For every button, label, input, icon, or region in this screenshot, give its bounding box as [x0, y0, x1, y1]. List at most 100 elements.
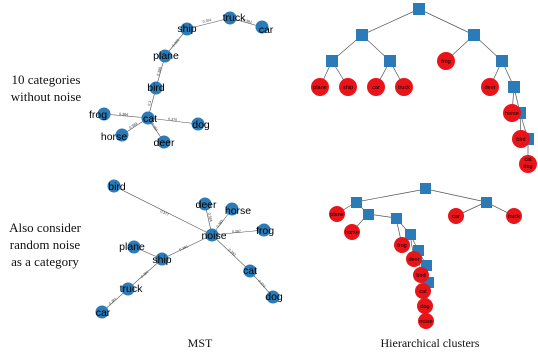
mst-top-edge-weight: 0.391 [202, 18, 212, 24]
row-label-bottom-line2: random noise [9, 237, 81, 252]
mst-bottom-edge-weight: 0.370 [257, 279, 266, 288]
hier-top-leaf-label: car [372, 85, 380, 91]
mst-top-edge-weight: 0.3 [147, 100, 152, 106]
mst-bottom-label-frog: frog [256, 225, 274, 237]
hier-top-leaf-ship [339, 78, 357, 96]
mst-bottom-node-plane [127, 240, 141, 254]
hier-bottom-leaf-car [448, 208, 464, 224]
mst-top-edge [186, 17, 231, 30]
hier-bottom-leaf-label: cat [419, 289, 427, 295]
hier-bottom-internal-node [423, 277, 434, 288]
hier-bottom-internal-node [351, 197, 362, 208]
row-label-bottom: Also consider random noise as a category [0, 219, 90, 270]
hier-bottom-leaf-label: bird [416, 273, 425, 279]
mst-bottom-edge-weight: 0.382 [232, 229, 241, 234]
mst-top-edge [103, 113, 149, 119]
mst-top-label-car: car [259, 24, 274, 36]
hier-top-internal-node [508, 81, 520, 93]
hier-bottom-leaf-label: frog [397, 243, 406, 249]
hier-top-leaf-car [367, 78, 385, 96]
mst-bottom-node-horse [225, 202, 239, 216]
mst-bottom-label-horse: horse [225, 205, 251, 217]
mst-bottom-label-plane: plane [119, 241, 145, 253]
hier-top-leaf-cat [519, 155, 537, 173]
column-label-hierarchical: Hierarchical clusters [380, 336, 480, 350]
mst-top-edge-weight: 0.391 [172, 38, 181, 48]
mst-bottom-edge [127, 258, 163, 290]
hier-bottom-leaf-plane [329, 206, 345, 222]
mst-top-node-cat [141, 111, 155, 125]
hier-bottom-leaf-bird [413, 267, 429, 283]
mst-top-edge-weight: 0.384 [119, 112, 128, 117]
mst-top-edge-weight: 0.386 [156, 67, 162, 77]
mst-bottom-label-dog: dog [265, 291, 283, 303]
mst-top-node-car [255, 20, 269, 34]
mst-bottom-label-deer: deer [195, 199, 217, 211]
hier-bottom-internal-node [413, 245, 424, 256]
row-label-top: 10 categories without noise [2, 71, 90, 105]
mst-bottom-node-cat [243, 264, 257, 278]
mst-top-label-plane: plane [153, 50, 179, 62]
row-label-bottom-line1: Also consider [9, 220, 81, 235]
hier-bottom-leaf-label: dog [420, 304, 429, 310]
hier-bottom-leaf-frog [394, 237, 410, 253]
mst-top-label-horse: horse [101, 131, 127, 143]
mst-bottom-edge [113, 185, 213, 236]
hier-bottom-leaf-horse [344, 224, 360, 240]
mst-top-edge-weight: 0.381 [243, 18, 253, 24]
hier-bottom-leaf-noise [418, 313, 434, 329]
hier-top-leaf-frog [437, 52, 455, 70]
hier-top-leaf-horse [503, 104, 521, 122]
hier-top-internal-node [384, 55, 396, 67]
mst-top-label-bird: bird [147, 82, 165, 94]
mst-bottom-node-bird [107, 179, 121, 193]
row-label-bottom-line3: as a category [11, 254, 79, 269]
mst-top-edge [147, 117, 199, 125]
mst-bottom-label-truck: truck [120, 283, 144, 295]
hier-bottom-leaf-deer [406, 251, 422, 267]
hier-bottom-internal-node [363, 209, 374, 220]
mst-bottom-node-deer [198, 197, 212, 211]
mst-bottom-edge-weight: 0.381 [140, 270, 149, 279]
mst-bottom-edge-weight: 0.381 [108, 297, 117, 306]
mst-top-node-truck [223, 11, 237, 25]
hier-top-leaf-label: dog [523, 164, 532, 170]
hier-bottom-branch [355, 188, 427, 203]
mst-bottom-edge [211, 234, 251, 272]
mst-top-label-cat: cat [143, 113, 157, 125]
hier-bottom-internal-node [421, 260, 432, 271]
mst-top-label-ship: ship [177, 23, 196, 35]
hier-bottom-leaf-truck [506, 208, 522, 224]
mst-bottom-node-ship [155, 252, 169, 266]
mst-top-label-dog: dog [192, 119, 210, 131]
hier-top-leaf-label: deer [484, 85, 495, 91]
mst-bottom-edge [161, 234, 213, 260]
hier-top-internal-node [413, 3, 425, 15]
hier-top-tree: plane ship car truck frog deer horse bir… [311, 3, 537, 173]
mst-top-label-truck: truck [223, 12, 247, 24]
hier-bottom-leaf-label: truck [508, 214, 520, 220]
hier-bottom-internal-node [391, 213, 402, 224]
hier-bottom-leaf-dog [417, 298, 433, 314]
hier-top-internal-node [356, 29, 368, 41]
hier-top-leaf-label: horse [505, 111, 519, 117]
mst-bottom-edge-weight: 0.381 [179, 244, 189, 251]
hier-top-leaf-label: plane [313, 85, 326, 91]
hier-top-leaf-label: truck [398, 85, 410, 91]
mst-top-node-plane [158, 49, 172, 63]
mst-top-node-frog [97, 107, 111, 121]
hier-top-leaf-label: cat [524, 157, 532, 163]
mst-bottom-node-dog [266, 290, 280, 304]
hier-top-leaf-deer [481, 78, 499, 96]
hier-bottom-branch [425, 188, 487, 203]
hier-bottom-leaf-label: noise [419, 319, 432, 325]
mst-bottom-edge-weight: 0.383 [227, 248, 236, 257]
mst-top-node-deer [157, 135, 171, 149]
mst-top-graph: 0.391 0.381 0.391 0.386 0.3 0.384 0.370 … [89, 11, 274, 149]
mst-bottom-edge-weight: 0.383 [216, 219, 225, 229]
mst-bottom-node-truck [121, 282, 135, 296]
mst-top-node-dog [191, 117, 205, 131]
hier-top-leaf-bird [512, 130, 530, 148]
hier-top-internal-node [326, 55, 338, 67]
